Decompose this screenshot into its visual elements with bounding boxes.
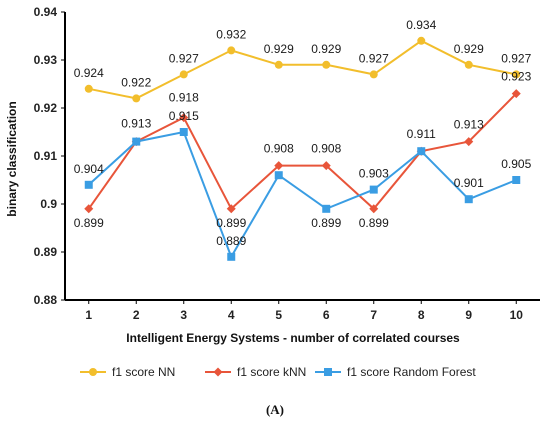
legend-item: f1 score NN — [80, 365, 175, 379]
series-line — [87, 92, 517, 211]
y-tick-label: 0.89 — [34, 245, 58, 259]
y-tick-label: 0.93 — [34, 53, 58, 67]
data-point-marker — [274, 171, 283, 180]
data-label: 0.923 — [501, 70, 531, 84]
data-label: 0.927 — [169, 51, 199, 65]
series-lines — [84, 36, 521, 261]
y-tick-label: 0.88 — [34, 293, 58, 307]
x-tick-label: 10 — [510, 308, 524, 322]
data-label: 0.913 — [454, 118, 484, 132]
y-tick-label: 0.9 — [40, 197, 57, 211]
x-tick-label: 8 — [418, 308, 425, 322]
data-label: 0.911 — [407, 127, 436, 141]
y-ticks: 0.88 0.89 0.9 0.91 0.92 0.93 0.94 — [34, 5, 65, 307]
data-point-marker — [512, 70, 521, 79]
data-label: 0.927 — [359, 51, 389, 65]
series-2 — [84, 89, 521, 214]
data-point-marker — [274, 161, 284, 171]
x-tick-label: 2 — [133, 308, 140, 322]
y-tick-label: 0.92 — [34, 101, 58, 115]
data-point-marker — [227, 46, 236, 55]
data-point-marker — [227, 252, 236, 261]
data-label: 0.903 — [359, 167, 389, 181]
legend-label: f1 score Random Forest — [347, 365, 476, 379]
data-label: 0.904 — [74, 162, 104, 176]
y-tick-label: 0.91 — [34, 149, 58, 163]
data-point-marker — [84, 84, 93, 93]
x-tick-label: 4 — [228, 308, 235, 322]
series-line — [88, 39, 517, 100]
data-label: 0.899 — [216, 216, 246, 230]
figure-caption: (A) — [266, 402, 284, 417]
data-label: 0.929 — [454, 42, 484, 56]
data-point-marker — [321, 161, 331, 171]
data-label: 0.922 — [121, 75, 151, 89]
data-label: 0.899 — [74, 216, 104, 230]
data-point-marker — [84, 204, 94, 214]
data-label: 0.924 — [74, 66, 104, 80]
legend-swatch-marker — [89, 368, 97, 376]
x-tick-label: 7 — [370, 308, 377, 322]
data-label: 0.927 — [501, 51, 531, 65]
x-tick-label: 5 — [275, 308, 282, 322]
data-point-marker — [369, 204, 379, 214]
data-label: 0.899 — [311, 216, 341, 230]
legend-item: f1 score Random Forest — [315, 365, 476, 379]
data-label: 0.918 — [169, 91, 199, 105]
data-label: 0.932 — [216, 27, 246, 41]
data-point-marker — [179, 128, 188, 136]
data-point-marker — [274, 60, 283, 69]
data-label: 0.929 — [311, 42, 341, 56]
legend-item: f1 score kNN — [205, 365, 306, 379]
data-point-marker — [132, 94, 141, 103]
data-label: 0.889 — [216, 234, 246, 248]
data-label: 0.899 — [359, 216, 389, 230]
data-labels: 0.924 0.922 0.927 0.932 0.929 0.929 0.927 0.934… — [74, 18, 532, 248]
data-point-marker — [464, 60, 473, 69]
data-point-marker — [417, 36, 426, 45]
y-tick-label: 0.94 — [34, 5, 58, 19]
y-axis-title: binary classification — [5, 101, 19, 216]
data-point-marker — [464, 195, 473, 204]
data-point-marker — [369, 70, 378, 79]
data-label: 0.934 — [406, 18, 436, 32]
data-label: 0.905 — [501, 157, 531, 171]
data-point-marker — [179, 70, 188, 79]
series-3 — [84, 128, 521, 261]
legend-swatch-marker — [324, 368, 332, 376]
legend-label: f1 score kNN — [237, 365, 306, 379]
series-1 — [84, 36, 521, 103]
data-point-marker — [511, 89, 521, 99]
data-label: 0.908 — [311, 142, 341, 156]
x-tick-label: 3 — [180, 308, 187, 322]
data-point-marker — [132, 137, 141, 146]
data-point-marker — [512, 176, 521, 184]
legend-swatch-marker — [213, 367, 223, 377]
data-point-marker — [464, 137, 474, 147]
data-point-marker — [322, 204, 331, 213]
data-label: 0.913 — [121, 117, 151, 131]
data-point-marker — [369, 185, 378, 194]
x-axis-title: Intelligent Energy Systems - number of c… — [126, 331, 460, 345]
legend-label: f1 score NN — [112, 365, 175, 379]
x-ticks: 1 2 3 4 5 6 7 8 9 10 — [85, 300, 523, 322]
x-tick-label: 1 — [85, 308, 92, 322]
data-point-marker — [226, 204, 236, 214]
x-tick-label: 9 — [465, 308, 472, 322]
data-label: 0.929 — [264, 42, 294, 56]
data-point-marker — [417, 147, 426, 156]
data-point-marker — [322, 60, 331, 69]
data-label: 0.908 — [264, 142, 294, 156]
data-point-marker — [179, 113, 189, 123]
series-line — [88, 130, 517, 260]
data-point-marker — [84, 180, 93, 189]
legend: f1 score NN f1 score kNN f1 score Random F… — [80, 365, 476, 379]
data-label: 0.901 — [454, 176, 484, 190]
data-label: 0.915 — [169, 109, 199, 123]
x-tick-label: 6 — [323, 308, 330, 322]
